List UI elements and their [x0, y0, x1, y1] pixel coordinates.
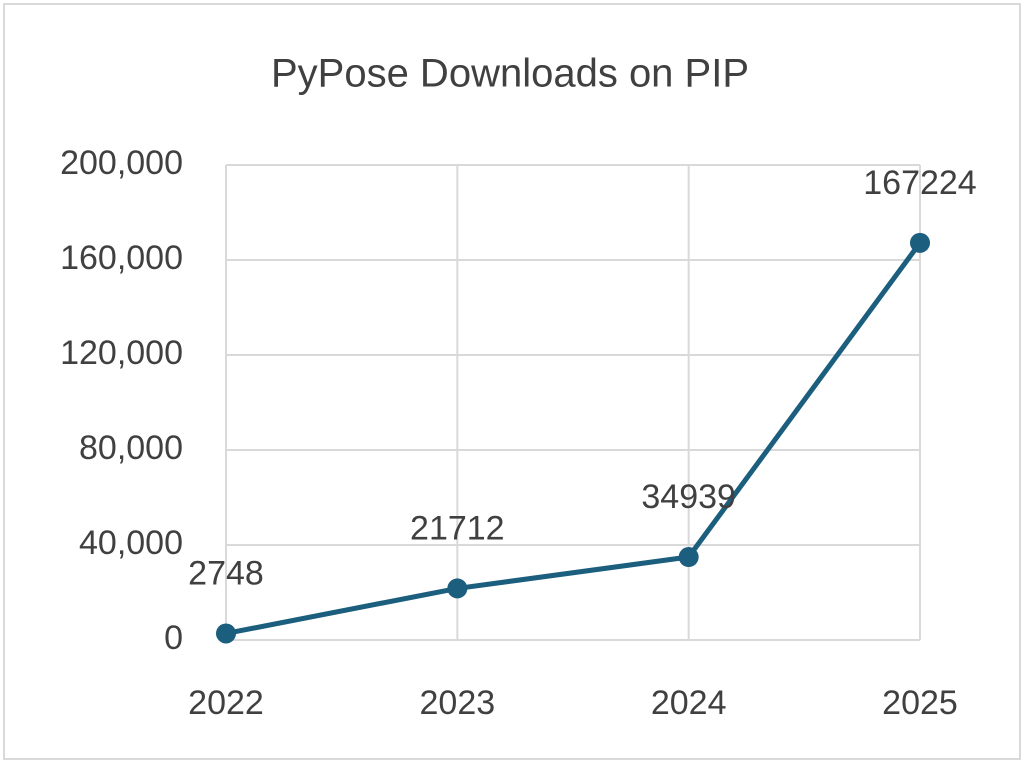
data-point: [447, 578, 468, 599]
y-tick-label: 160,000: [60, 239, 183, 277]
data-label: 21712: [410, 509, 505, 547]
y-tick-label: 0: [164, 619, 183, 657]
data-point: [216, 623, 236, 644]
y-tick-label: 80,000: [79, 429, 183, 467]
y-tick-label: 120,000: [60, 334, 183, 372]
x-tick-label: 2025: [882, 684, 958, 722]
data-label: 2748: [188, 554, 264, 592]
data-point: [678, 547, 699, 568]
data-label: 167224: [863, 164, 976, 202]
x-tick-label: 2024: [651, 684, 727, 722]
x-tick-label: 2023: [420, 684, 496, 722]
data-line: [225, 241, 923, 636]
chart-title: PyPose Downloads on PIP: [271, 52, 749, 96]
y-tick-label: 200,000: [60, 144, 183, 182]
chart-border: [3, 3, 1021, 760]
data-label: 34939: [641, 478, 736, 516]
x-tick-label: 2022: [188, 684, 264, 722]
y-tick-label: 40,000: [79, 524, 183, 562]
data-point: [910, 232, 930, 253]
